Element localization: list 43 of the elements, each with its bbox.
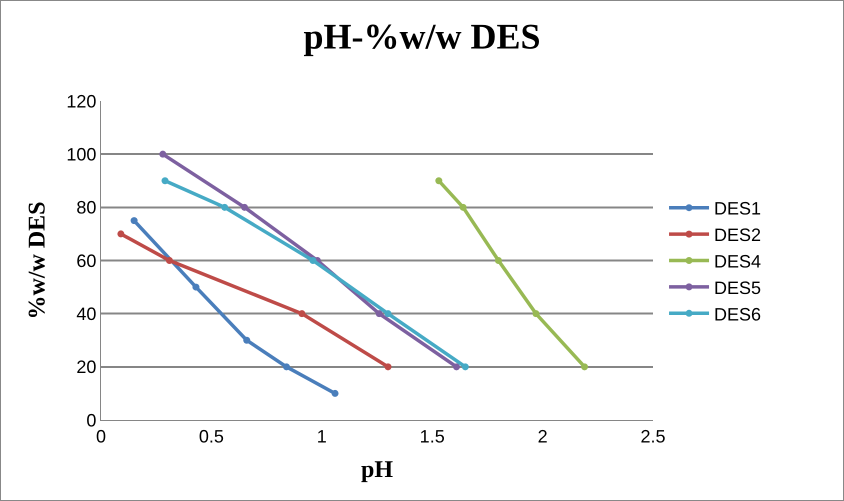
point (452, 363, 460, 370)
x-tick-label: 1 (316, 426, 327, 447)
point (581, 363, 588, 370)
y-tick-label: 60 (76, 250, 96, 271)
legend-label: DES4 (714, 252, 762, 272)
point (243, 336, 250, 344)
legend-label: DES5 (714, 278, 762, 298)
x-tick-label: 0.5 (198, 426, 224, 447)
point (221, 204, 228, 211)
y-tick-label: 0 (86, 410, 96, 430)
point (384, 310, 392, 318)
y-tick-label: 40 (76, 304, 96, 324)
point (435, 177, 442, 184)
chart-title: pH-%w/w DES (303, 16, 541, 57)
x-tick-label: 2 (538, 426, 548, 447)
point (460, 204, 467, 211)
point (241, 204, 248, 211)
point (282, 363, 290, 370)
point (332, 390, 339, 397)
y-tick-label: 80 (76, 198, 96, 218)
point (376, 310, 383, 318)
point (166, 257, 173, 264)
point (159, 150, 166, 158)
point (192, 284, 200, 291)
y-tick-label: 20 (76, 357, 96, 378)
point (130, 217, 138, 224)
point (462, 363, 469, 370)
y-axis-title: %w/w DES (24, 201, 50, 320)
point (384, 363, 392, 370)
legend-label: DES1 (714, 198, 762, 219)
legend-label: DES6 (714, 304, 762, 324)
x-tick-label: 1.5 (420, 426, 445, 447)
legend-label: DES2 (714, 225, 762, 246)
y-tick-label: 120 (66, 91, 96, 112)
point (117, 230, 124, 238)
y-tick-label: 100 (66, 144, 96, 164)
x-axis-title: pH (360, 456, 394, 483)
x-tick-label: 2.5 (640, 426, 666, 447)
point (309, 257, 316, 264)
point (162, 177, 169, 184)
point (532, 310, 540, 318)
point (298, 310, 306, 318)
point (494, 257, 502, 264)
